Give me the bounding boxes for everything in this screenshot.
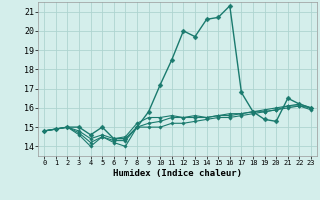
- X-axis label: Humidex (Indice chaleur): Humidex (Indice chaleur): [113, 169, 242, 178]
